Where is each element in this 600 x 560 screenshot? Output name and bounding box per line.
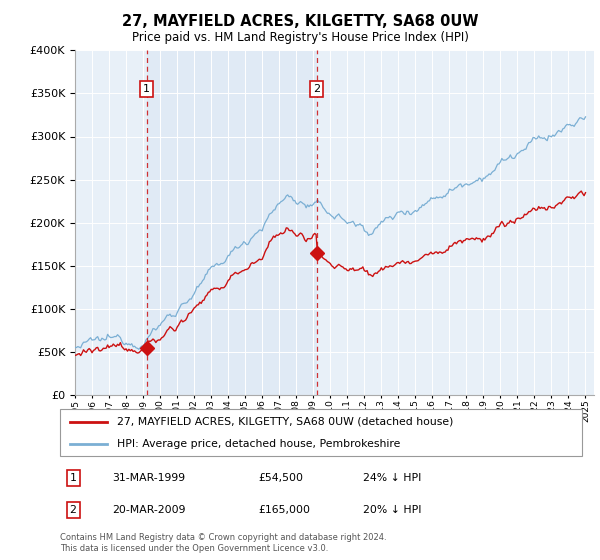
Text: Price paid vs. HM Land Registry's House Price Index (HPI): Price paid vs. HM Land Registry's House … [131,31,469,44]
Text: 27, MAYFIELD ACRES, KILGETTY, SA68 0UW: 27, MAYFIELD ACRES, KILGETTY, SA68 0UW [122,14,478,29]
Text: 31-MAR-1999: 31-MAR-1999 [112,473,185,483]
Text: 2: 2 [70,505,76,515]
FancyBboxPatch shape [60,409,582,456]
Text: 1: 1 [70,473,76,483]
Text: 24% ↓ HPI: 24% ↓ HPI [363,473,421,483]
Text: £54,500: £54,500 [259,473,304,483]
Text: 27, MAYFIELD ACRES, KILGETTY, SA68 0UW (detached house): 27, MAYFIELD ACRES, KILGETTY, SA68 0UW (… [118,417,454,427]
Bar [146,50,317,395]
Text: 20% ↓ HPI: 20% ↓ HPI [363,505,421,515]
Text: £165,000: £165,000 [259,505,310,515]
Text: HPI: Average price, detached house, Pembrokeshire: HPI: Average price, detached house, Pemb… [118,438,401,449]
Text: Contains HM Land Registry data © Crown copyright and database right 2024.
This d: Contains HM Land Registry data © Crown c… [60,533,386,553]
Text: 1: 1 [143,84,150,94]
Text: 2: 2 [313,84,320,94]
Text: 20-MAR-2009: 20-MAR-2009 [112,505,186,515]
